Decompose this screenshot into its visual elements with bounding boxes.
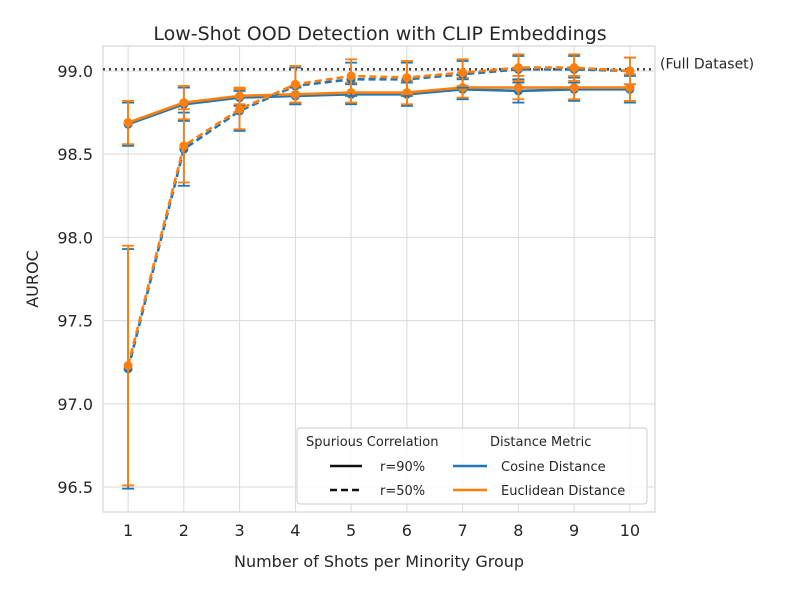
x-tick-labels: 1 2 3 4 5 6 7 8 9 10 [123,521,640,540]
data-point [625,66,635,76]
reference-line-label: (Full Dataset) [660,56,754,72]
data-point [513,63,523,73]
series-line [126,68,630,370]
legend-entry-cosine: Cosine Distance [501,460,606,475]
x-tick-label: 4 [290,521,300,540]
x-tick-label: 7 [458,521,468,540]
data-point [235,104,245,114]
legend-entry-euclidean: Euclidean Distance [501,484,625,499]
y-axis-label: AUROC [23,250,42,308]
y-tick-label: 98.5 [57,145,93,164]
data-point [290,79,300,89]
series-line [126,66,630,366]
data-point [179,141,189,151]
legend: Spurious Correlation r=90% r=50% Distanc… [296,427,648,505]
data-point [458,68,468,78]
data-point [402,73,412,83]
series-4 [122,53,636,487]
data-point [123,118,133,128]
legend-entry-r90: r=90% [380,460,425,475]
y-tick-label: 97.0 [57,395,93,414]
x-tick-label: 10 [620,521,640,540]
series-line [127,86,630,124]
reference-layer: (Full Dataset) [103,56,754,72]
x-axis-label: Number of Shots per Minority Group [234,552,524,571]
y-tick-labels: 96.5 97.0 97.5 98.0 98.5 99.0 [57,62,93,497]
series-layer [122,53,636,490]
x-tick-label: 8 [513,521,523,540]
chart-title: Low-Shot OOD Detection with CLIP Embeddi… [153,23,606,45]
x-tick-label: 9 [569,521,579,540]
x-tick-label: 3 [235,521,245,540]
legend-entry-r50: r=50% [380,484,425,499]
y-tick-label: 98.0 [57,228,93,247]
data-point [569,63,579,73]
x-tick-label: 1 [123,521,133,540]
y-tick-label: 99.0 [57,62,93,81]
y-tick-label: 96.5 [57,478,93,497]
data-point [513,83,523,93]
x-tick-label: 2 [179,521,189,540]
data-point [569,83,579,93]
legend-group1-title: Spurious Correlation [306,435,438,450]
x-tick-label: 5 [346,521,356,540]
x-tick-label: 6 [402,521,412,540]
data-point [625,83,635,93]
data-point [179,98,189,108]
legend-group2-title: Distance Metric [490,435,591,450]
series-line [127,87,630,126]
data-point [123,361,133,371]
y-tick-label: 97.5 [57,312,93,331]
data-point [346,71,356,81]
